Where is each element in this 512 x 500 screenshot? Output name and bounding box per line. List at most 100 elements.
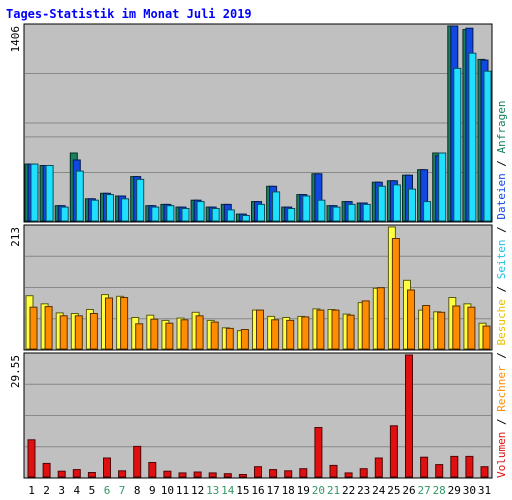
bar-seiten-day-13	[211, 208, 220, 222]
bar-seiten-day-31	[483, 70, 492, 222]
bar-rechner-day-21	[331, 309, 340, 350]
bar-seiten-day-19	[302, 195, 311, 222]
legend-item-volumen: Volumen	[495, 432, 508, 478]
x-tick-label: 24	[372, 484, 386, 497]
bar-rechner-day-30	[467, 306, 476, 350]
bar-volumen-day-10	[163, 470, 172, 478]
bar-volumen-day-14	[223, 473, 232, 478]
bar-volumen-day-29	[450, 455, 459, 478]
bar-volumen-day-19	[299, 468, 308, 478]
bar-rechner-day-9	[150, 318, 159, 350]
bar-volumen-day-27	[420, 456, 429, 478]
bar-seiten-day-10	[166, 205, 175, 222]
bar-volumen-day-8	[133, 445, 142, 478]
bar-rechner-day-24	[376, 287, 385, 350]
bar-volumen-day-15	[238, 474, 247, 478]
bar-rechner-day-20	[316, 309, 325, 350]
bar-rechner-day-12	[195, 315, 204, 350]
bar-rechner-day-1	[29, 306, 38, 350]
bar-seiten-day-23	[362, 203, 371, 222]
bar-rechner-day-31	[482, 325, 491, 350]
legend: Volumen / Rechner / Besuche / Seiten / D…	[495, 100, 508, 478]
bar-volumen-day-1	[27, 439, 36, 478]
x-tick-label: 4	[73, 484, 80, 497]
legend-item-rechner: Rechner	[495, 365, 508, 412]
y-max-label: 1406	[9, 26, 22, 53]
x-tick-label: 27	[417, 484, 430, 497]
x-tick-label: 14	[221, 484, 235, 497]
bar-seiten-day-9	[151, 206, 160, 222]
bar-seiten-day-30	[468, 52, 477, 222]
bar-volumen-day-6	[103, 457, 111, 478]
bar-seiten-day-5	[90, 199, 99, 222]
bar-seiten-day-1	[30, 163, 39, 222]
legend-separator: /	[495, 279, 508, 299]
bar-rechner-day-6	[105, 297, 113, 350]
bar-volumen-day-12	[193, 471, 202, 478]
x-tick-label: 16	[251, 484, 264, 497]
x-tick-label: 1	[28, 484, 35, 497]
x-axis-labels: 1 2 3 4 5 6 7 8 9 10 11 12 13 14 15 16 17 18 19 20 21 22 23 24 2…	[28, 484, 491, 497]
x-tick-label: 17	[266, 484, 279, 497]
bar-volumen-day-22	[344, 472, 353, 478]
x-tick-label: 29	[448, 484, 461, 497]
bar-seiten-day-7	[121, 198, 130, 222]
x-tick-label: 11	[176, 484, 189, 497]
panel-anfragen-dateien-seiten: 1406	[9, 23, 493, 223]
bar-volumen-day-11	[178, 472, 187, 478]
legend-item-seiten: Seiten	[495, 240, 508, 280]
bar-volumen-day-16	[254, 466, 262, 478]
bar-seiten-day-2	[45, 165, 54, 222]
bar-volumen-day-28	[435, 464, 444, 478]
x-tick-label: 2	[43, 484, 50, 497]
x-tick-label: 9	[149, 484, 156, 497]
chart-panels: 1406 213 29.55	[9, 23, 493, 479]
bar-seiten-day-21	[332, 206, 341, 222]
bar-seiten-day-11	[181, 208, 190, 222]
bar-seiten-day-14	[226, 209, 235, 222]
bar-rechner-day-22	[346, 314, 355, 350]
bar-rechner-day-2	[44, 306, 53, 350]
x-tick-label: 20	[312, 484, 325, 497]
bar-seiten-day-6	[106, 194, 114, 222]
bar-seiten-day-28	[438, 152, 447, 222]
bar-seiten-day-20	[317, 199, 326, 222]
x-tick-label: 22	[342, 484, 355, 497]
x-tick-label: 25	[387, 484, 400, 497]
legend-item-besuche: Besuche	[495, 299, 508, 345]
bar-seiten-day-8	[136, 178, 145, 222]
bar-rechner-day-18	[286, 319, 295, 350]
bar-rechner-day-17	[271, 319, 280, 350]
bar-rechner-day-19	[301, 316, 310, 350]
chart-title: Tages-Statistik im Monat Juli 2019	[6, 7, 252, 21]
bar-rechner-day-23	[361, 300, 370, 350]
x-tick-label: 3	[58, 484, 65, 497]
x-tick-label: 5	[89, 484, 96, 497]
x-tick-label: 7	[119, 484, 126, 497]
x-tick-label: 28	[433, 484, 446, 497]
panel-volumen: 29.55	[9, 352, 493, 479]
x-tick-label: 6	[104, 484, 111, 497]
bar-volumen-day-13	[208, 472, 217, 478]
bar-volumen-day-23	[359, 468, 368, 478]
bar-rechner-day-13	[210, 321, 219, 350]
x-tick-label: 21	[327, 484, 340, 497]
bar-rechner-day-16	[256, 309, 264, 350]
x-tick-label: 12	[191, 484, 204, 497]
bar-volumen-day-31	[480, 466, 489, 478]
bar-rechner-day-29	[452, 305, 461, 350]
bar-rechner-day-11	[180, 319, 189, 350]
legend-separator: /	[495, 153, 508, 173]
bar-volumen-day-9	[148, 462, 157, 478]
legend-separator: /	[495, 220, 508, 240]
x-tick-label: 13	[206, 484, 219, 497]
bar-seiten-day-24	[377, 185, 386, 222]
bar-rechner-day-4	[74, 315, 83, 350]
bar-volumen-day-24	[374, 457, 383, 478]
x-tick-label: 19	[297, 484, 310, 497]
bar-rechner-day-5	[89, 313, 98, 350]
x-tick-label: 30	[463, 484, 476, 497]
x-tick-label: 26	[402, 484, 415, 497]
legend-item-anfragen: Anfragen	[495, 100, 508, 153]
